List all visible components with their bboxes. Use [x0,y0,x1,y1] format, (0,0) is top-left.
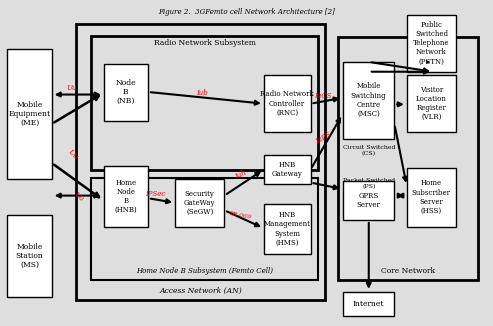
Text: GPRS
Server: GPRS Server [356,192,381,209]
Text: Security
GateWay
(SeGW): Security GateWay (SeGW) [184,190,215,216]
Bar [264,75,311,132]
Text: Access Network (AN): Access Network (AN) [160,287,242,295]
Text: Internet: Internet [353,300,384,308]
Bar [7,49,52,179]
Text: Mobile
Switching
Centre
(MSC): Mobile Switching Centre (MSC) [351,82,387,118]
Bar [343,292,394,316]
Text: Home Node B Subsystem (Femto Cell): Home Node B Subsystem (Femto Cell) [136,267,273,275]
Text: Uu: Uu [66,84,77,92]
Text: Home
Subscriber
Server
(HSS): Home Subscriber Server (HSS) [412,179,451,215]
Bar [76,24,325,300]
Text: Uu: Uu [72,191,85,204]
Bar [91,178,318,280]
Text: Iuh: Iuh [234,168,247,181]
Bar [264,155,311,184]
Bar [343,181,394,220]
Bar [91,36,318,170]
Text: HNB
Gateway: HNB Gateway [272,161,303,178]
Text: Iub: Iub [196,89,208,97]
Bar [7,215,52,297]
Text: IuPS: IuPS [314,131,332,146]
Text: Uu: Uu [66,148,79,162]
Bar [175,179,224,227]
Text: Node
B
(NB): Node B (NB) [115,79,136,105]
Text: Radio Network
Controller
(RNC): Radio Network Controller (RNC) [260,90,314,117]
Text: Public
Switched
Telephone
Network
(PSTN): Public Switched Telephone Network (PSTN) [413,21,450,66]
Text: Mobile
Station
(MS): Mobile Station (MS) [16,243,43,269]
Text: TR-069: TR-069 [229,211,252,220]
Bar [104,64,148,121]
Text: Figure 2.  3GFemto cell Network Architecture [2]: Figure 2. 3GFemto cell Network Architect… [158,8,335,16]
Text: Circuit Switched
(CS): Circuit Switched (CS) [343,145,395,156]
Bar [104,166,148,227]
Text: IPSec: IPSec [145,190,166,198]
Text: IuCS: IuCS [314,92,332,100]
Text: Mobile
Equipment
(ME): Mobile Equipment (ME) [8,101,51,127]
Bar [343,62,394,139]
Bar [407,75,456,132]
Bar [407,168,456,227]
Text: Home
Node
B
(HNB): Home Node B (HNB) [114,179,137,214]
Text: Packet Switched
(PS): Packet Switched (PS) [343,178,395,189]
Bar [338,37,478,280]
Text: Radio Network Subsystem: Radio Network Subsystem [154,39,255,47]
Bar [264,204,311,254]
Text: HNB
Management
System
(HMS): HNB Management System (HMS) [264,211,311,247]
Bar [407,15,456,72]
Text: Visitor
Location
Register
(VLR): Visitor Location Register (VLR) [416,86,447,121]
Text: Core Network: Core Network [381,267,435,275]
